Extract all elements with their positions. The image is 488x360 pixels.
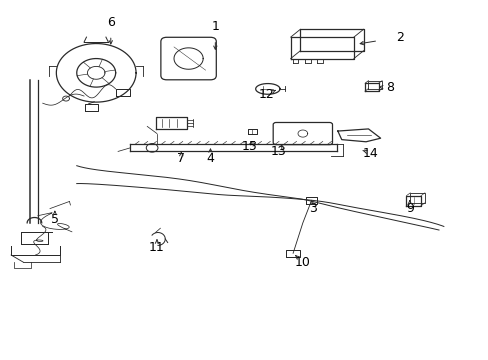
Text: 11: 11 [149, 241, 164, 255]
Text: 1: 1 [211, 20, 219, 33]
Text: 15: 15 [241, 140, 257, 153]
Text: 5: 5 [51, 213, 59, 226]
Text: 7: 7 [177, 152, 185, 165]
Text: 13: 13 [270, 145, 286, 158]
Text: 10: 10 [294, 256, 310, 269]
Text: 12: 12 [258, 88, 274, 101]
Text: 2: 2 [395, 31, 403, 44]
Text: 14: 14 [362, 147, 378, 160]
Text: 8: 8 [386, 81, 393, 94]
Text: 3: 3 [308, 202, 316, 215]
Text: 6: 6 [107, 16, 115, 29]
Text: 4: 4 [206, 152, 214, 165]
Text: 9: 9 [405, 202, 413, 215]
